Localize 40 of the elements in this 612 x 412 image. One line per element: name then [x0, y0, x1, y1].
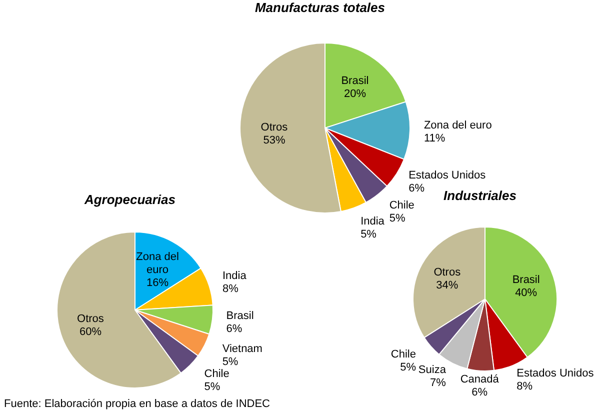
source-note: Fuente: Elaboración propia en base a datos de INDEC [4, 398, 270, 410]
slice-label: Brasil [341, 75, 369, 88]
slice-label: Vietnam [222, 342, 262, 355]
chart-title: Manufacturas totales [254, 0, 386, 17]
slice-label: Suiza [418, 364, 447, 376]
data-label: 8% [222, 283, 239, 296]
data-label: 40% [515, 287, 538, 300]
data-label: 53% [263, 134, 286, 146]
chart-title: Agropecuarias [83, 192, 177, 209]
slice-label: India [222, 270, 248, 282]
data-label: 8% [516, 380, 533, 392]
slice-label: Otros [260, 121, 288, 134]
slice-label: Chile [204, 368, 230, 380]
data-label: 5% [389, 212, 406, 224]
slice-label: Zona del euro [136, 250, 179, 276]
slice-label: Chile [389, 199, 414, 212]
slice-label: Canadá [460, 373, 500, 386]
data-label: 20% [344, 88, 366, 100]
data-label: 60% [79, 326, 102, 338]
slice-label: Chile [390, 348, 416, 360]
slice-label: Estados Unidos [408, 170, 486, 182]
data-label: 16% [146, 276, 169, 289]
slice-label: Brasil [226, 310, 254, 322]
slice-label: Zona del euro [424, 120, 492, 132]
data-label: 5% [204, 380, 220, 393]
data-label: 34% [436, 280, 458, 292]
data-label: 6% [408, 182, 425, 195]
slice-label: Otros [77, 312, 104, 325]
data-label: 11% [424, 132, 446, 145]
slice-label: Otros [434, 266, 462, 279]
data-label: 5% [360, 228, 377, 240]
chart-title: Industriales [444, 188, 516, 203]
slice-label: Estados Unidos [516, 367, 594, 380]
data-label: 5% [222, 356, 238, 368]
slice-label: Brasil [512, 274, 540, 286]
data-label: 6% [472, 386, 488, 398]
data-label: 6% [226, 323, 242, 336]
data-label: 5% [400, 361, 416, 374]
slice-label: India [360, 215, 386, 228]
data-label: 7% [430, 377, 446, 390]
